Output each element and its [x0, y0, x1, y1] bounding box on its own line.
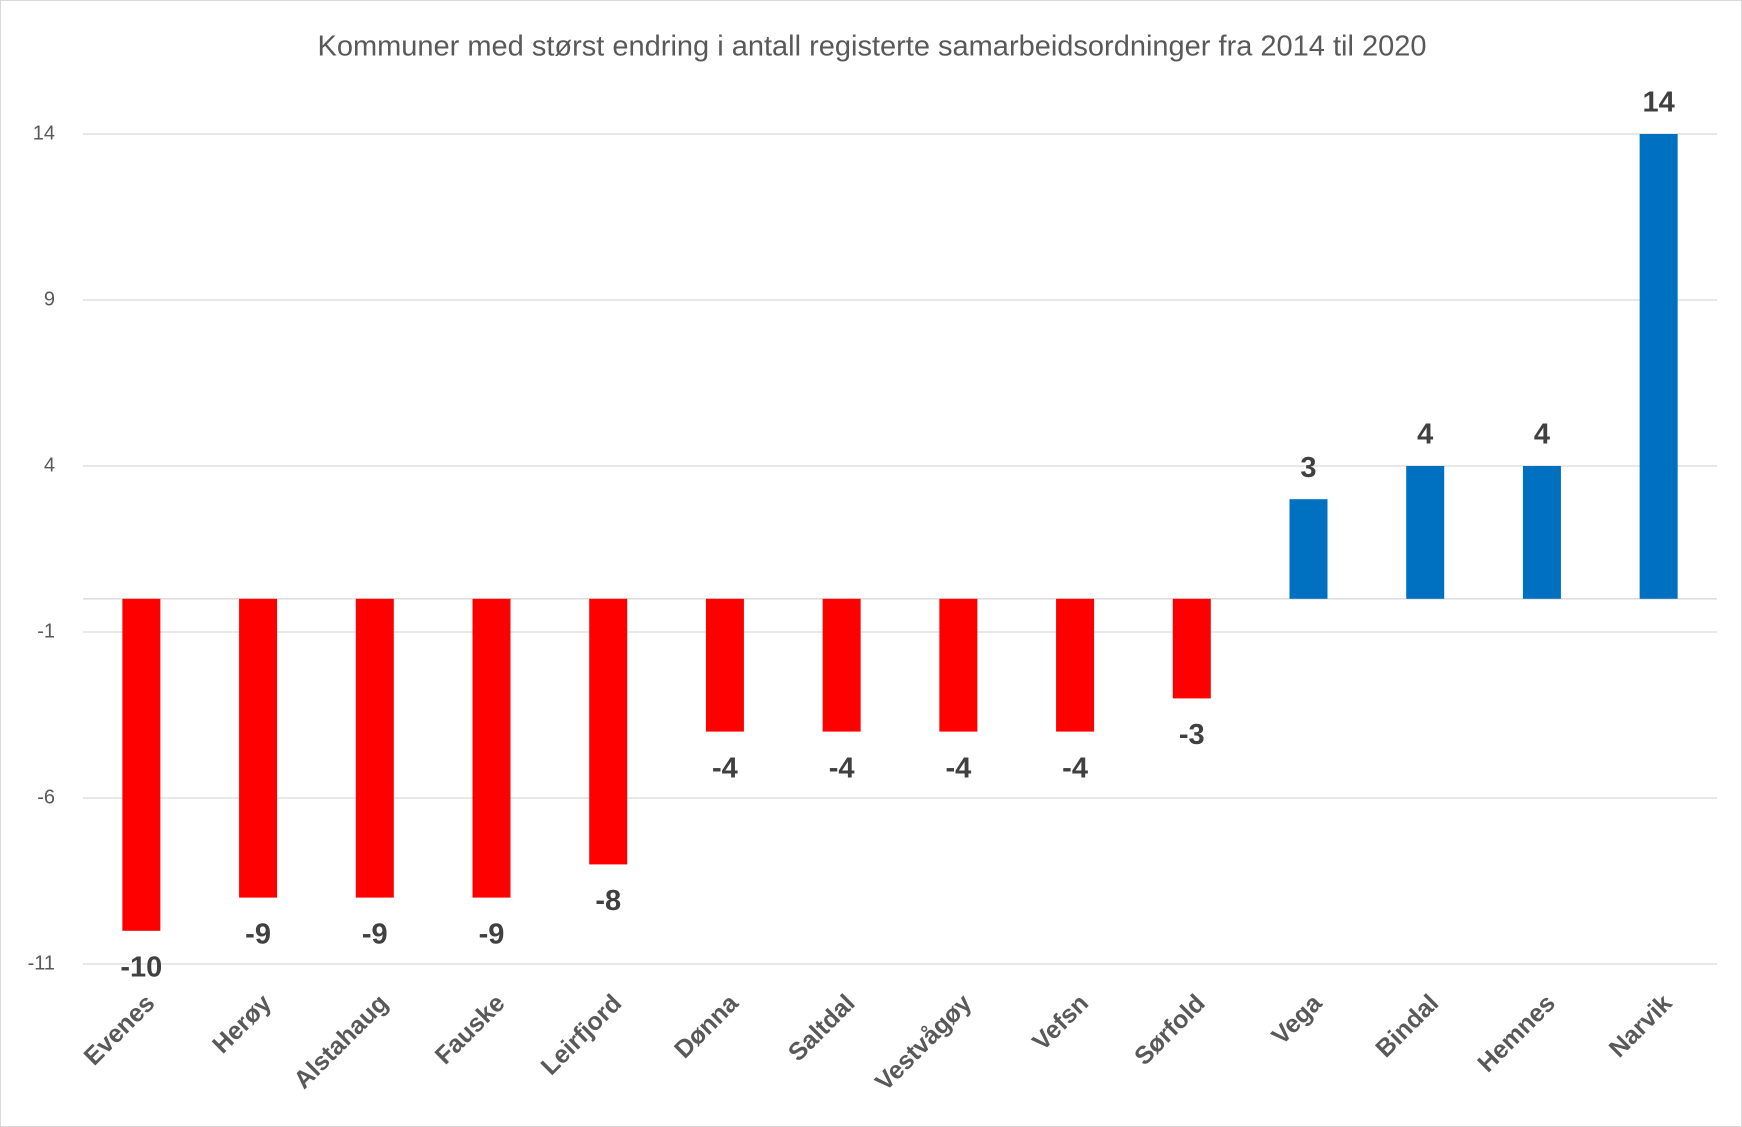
- data-label: -4: [1062, 752, 1088, 784]
- y-tick-label: 4: [44, 454, 55, 476]
- data-label: 14: [1643, 87, 1675, 119]
- y-tick-label: 9: [44, 288, 55, 310]
- bar: [705, 598, 744, 732]
- bar: [939, 598, 978, 732]
- chart-title: Kommuner med størst endring i antall reg…: [318, 31, 1427, 63]
- data-label: 4: [1534, 419, 1550, 451]
- bar: [1522, 466, 1561, 599]
- y-tick-label: 14: [33, 122, 55, 144]
- bar: [1056, 598, 1095, 732]
- bar: [355, 598, 394, 898]
- data-label: 4: [1417, 419, 1433, 451]
- y-tick-label: -6: [37, 786, 55, 808]
- bar: [1406, 466, 1445, 599]
- y-tick-label: -11: [28, 952, 55, 974]
- data-label: -4: [945, 752, 971, 784]
- data-label: -9: [479, 918, 505, 950]
- data-label: -9: [245, 918, 271, 950]
- bar: [122, 598, 161, 931]
- bar: [589, 598, 628, 865]
- data-label: -4: [712, 752, 738, 784]
- data-label: -8: [595, 885, 621, 917]
- y-tick-label: -1: [37, 620, 55, 642]
- data-label: -3: [1179, 719, 1205, 751]
- data-label: -9: [362, 918, 388, 950]
- bar: [1639, 134, 1678, 599]
- data-label: -4: [829, 752, 855, 784]
- bar: [822, 598, 861, 732]
- bar: [239, 598, 278, 898]
- data-label: 3: [1300, 452, 1316, 484]
- data-label: -10: [120, 951, 162, 983]
- bar: [1289, 499, 1328, 599]
- bar: [1172, 598, 1211, 699]
- bar: [472, 598, 511, 898]
